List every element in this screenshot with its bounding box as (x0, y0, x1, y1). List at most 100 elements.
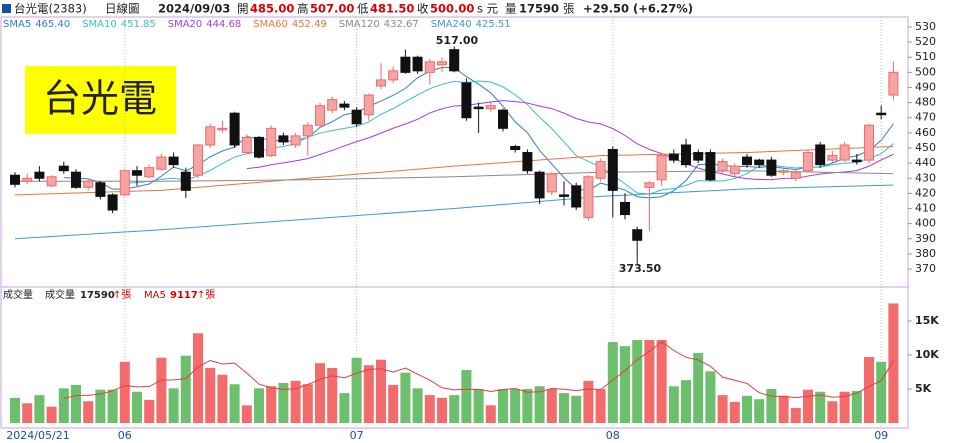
high: 507.00 (310, 2, 354, 16)
volume-label: 量 (505, 2, 517, 16)
volume-bar (241, 405, 252, 423)
low-annotation: 373.50 (619, 262, 662, 275)
volume-bar (559, 393, 569, 423)
volume-bar (717, 395, 728, 423)
low-label: 低 (357, 2, 369, 16)
candle-body (180, 171, 191, 191)
candle-body (302, 124, 313, 137)
volume-bar (522, 389, 533, 423)
candle-body (412, 56, 423, 72)
volume-bar (827, 401, 838, 423)
volume-bar (376, 359, 386, 423)
y-tick-label: 530 (915, 20, 936, 33)
sma-line (124, 80, 894, 195)
candle-body (205, 126, 216, 146)
volume-bar (790, 408, 801, 423)
volume-label: 成交量 (45, 288, 75, 301)
y-tick-label: 380 (915, 247, 936, 260)
volume-bar (888, 303, 899, 423)
candle-body (546, 173, 557, 193)
y-tick-label: 430 (915, 171, 936, 184)
volume-bar (266, 386, 277, 423)
volume-bar (302, 384, 313, 423)
candle-body (705, 152, 716, 181)
candle-body (315, 105, 325, 126)
candle-body (437, 61, 447, 66)
candle-body (424, 61, 435, 73)
candle-body (107, 194, 118, 211)
candle-body (217, 127, 228, 131)
candle-body (351, 109, 362, 125)
volume-bar (339, 393, 350, 423)
x-tick-label: 08 (606, 429, 620, 442)
volume-bar (595, 389, 606, 423)
x-tick-label: 09 (874, 429, 888, 442)
volume-bar (363, 365, 374, 423)
volume-bar (290, 380, 301, 423)
volume-bar (119, 361, 130, 423)
candle-body (400, 56, 411, 73)
candle-body (668, 153, 679, 161)
volume-bar (388, 384, 399, 423)
candle-body (754, 159, 765, 166)
volume-ma-line (63, 341, 894, 399)
low: 481.50 (370, 2, 414, 16)
volume-bar (437, 397, 447, 423)
candle-body (644, 182, 655, 188)
volume-title: 成交量 (3, 288, 33, 301)
high-annotation: 517.00 (436, 34, 479, 47)
volume-bar (412, 388, 423, 423)
volume-bar (571, 395, 582, 423)
close: 500.00 (430, 2, 474, 16)
y-tick-label: 420 (915, 186, 936, 199)
volume-bar (10, 397, 20, 423)
legend-value: 465.40 (35, 19, 70, 30)
candle-body (241, 136, 252, 154)
y-tick-label: 400 (915, 217, 936, 230)
candle-body (742, 156, 752, 166)
candle-body (778, 170, 789, 173)
candle-body (766, 159, 777, 176)
candle-body (888, 71, 899, 96)
candle-body (229, 112, 240, 146)
volume-bar (424, 395, 435, 423)
candle-body (278, 135, 289, 143)
candle-body (266, 127, 277, 157)
candle-body (132, 170, 142, 176)
y-tick-label: 500 (915, 65, 936, 78)
volume-bar (107, 389, 118, 423)
volume-bar (668, 386, 679, 423)
y-tick-label: 10K (915, 348, 939, 361)
ma-label: MA5 (144, 290, 166, 301)
volume-bar (803, 389, 813, 423)
volume-bar (34, 395, 45, 423)
volume-bar (851, 391, 862, 423)
volume-bar (498, 389, 508, 423)
candle-body (790, 171, 801, 179)
volume-bar (876, 361, 887, 423)
volume-bar (839, 391, 850, 423)
x-tick-label: 07 (350, 429, 364, 442)
y-tick-label: 480 (915, 96, 936, 109)
volume-bar (473, 389, 484, 423)
y-tick-label: 490 (915, 80, 936, 93)
candle-body (95, 182, 106, 197)
candle-body (839, 144, 850, 161)
volume-panel (0, 286, 909, 429)
candle-body (290, 135, 301, 146)
candle-body (803, 152, 813, 172)
candle-body (571, 185, 582, 208)
y-tick-label: 520 (915, 35, 936, 48)
close-label: 收 (417, 2, 429, 16)
volume-bar (864, 357, 874, 423)
candle-body (815, 144, 826, 166)
x-tick-label: 2024/05/21 (6, 429, 69, 442)
legend-name: SMA240 (431, 19, 472, 30)
candle-body (71, 171, 81, 188)
volume-bar (132, 391, 142, 423)
volume-bar (46, 406, 57, 423)
volume-bar (83, 401, 94, 423)
volume-bar (620, 346, 630, 423)
y-tick-label: 440 (915, 156, 936, 169)
